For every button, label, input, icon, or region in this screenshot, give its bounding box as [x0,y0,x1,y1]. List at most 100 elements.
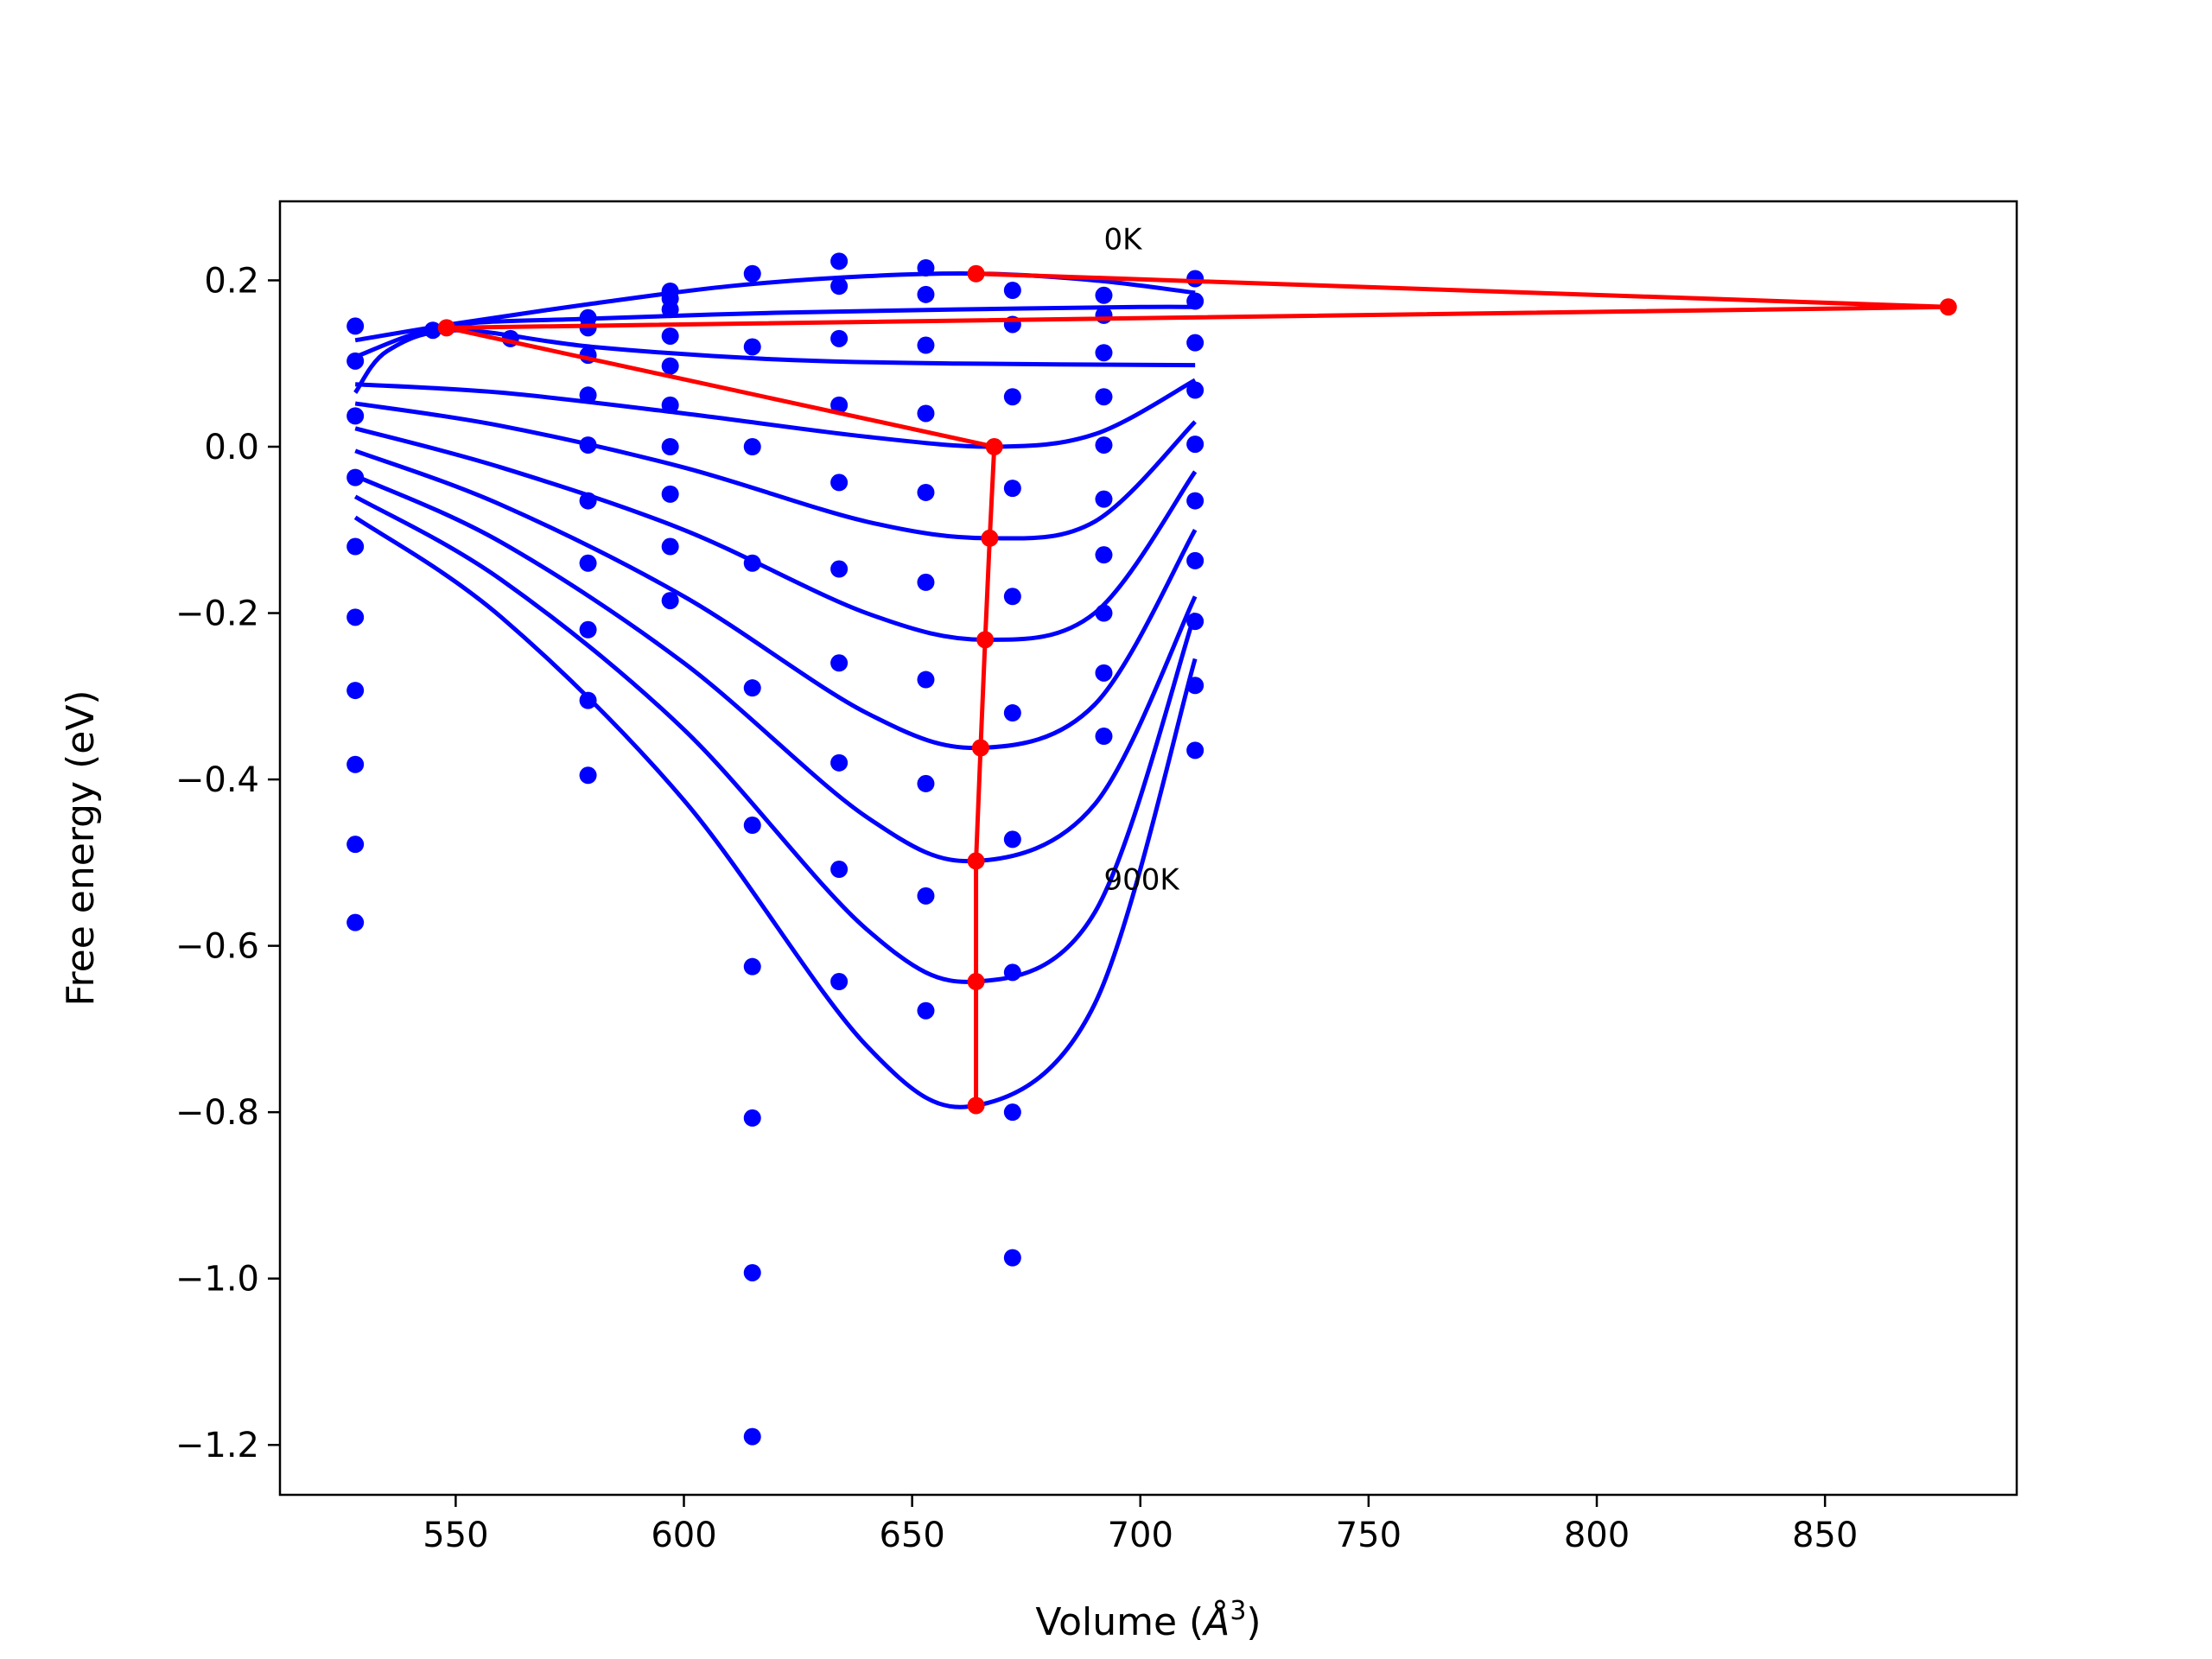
data-point-32 [743,264,761,283]
minimum-point-5 [976,631,995,649]
minimum-point-9 [967,1096,985,1115]
data-point-38 [743,957,761,976]
data-point-25 [661,327,679,345]
data-point-0 [346,317,365,335]
data-point-54 [917,336,935,354]
x-tick-label-1: 600 [651,1516,716,1555]
data-point-3 [346,468,365,486]
data-point-8 [346,836,365,854]
annotation-0: 0K [1103,222,1143,257]
y-tick-label-6: −1.0 [175,1260,259,1300]
data-point-69 [1003,963,1021,982]
data-point-49 [830,753,849,772]
data-point-36 [743,679,761,697]
data-point-87 [1186,492,1205,510]
data-point-59 [917,774,935,792]
minimum-point-4 [981,529,999,547]
x-tick-label-2: 650 [879,1516,944,1555]
data-point-4 [346,537,365,556]
x-tick-label-5: 800 [1564,1516,1630,1555]
data-point-56 [917,483,935,501]
minimum-point-6 [971,739,989,757]
data-point-40 [743,1263,761,1281]
y-tick-label-7: −1.2 [175,1426,259,1465]
y-tick-label-4: −0.6 [175,927,259,967]
data-point-18 [579,554,597,572]
y-tick-label-0: 0.2 [204,261,259,301]
data-point-42 [830,252,849,270]
data-point-44 [830,329,849,347]
x-tick-label-3: 700 [1108,1516,1173,1555]
data-point-84 [1186,334,1205,352]
y-tick-label-2: −0.2 [175,594,259,634]
data-point-28 [661,437,679,455]
data-point-34 [743,437,761,455]
data-point-37 [743,817,761,835]
data-point-72 [1095,286,1113,304]
fit-curve-7 [354,474,1198,864]
data-point-67 [1003,704,1021,722]
minimum-point-0 [967,264,985,283]
fit-curve-9 [353,515,1198,1109]
data-point-30 [661,537,679,556]
data-point-81 [1095,728,1113,746]
data-point-47 [830,560,849,578]
data-point-75 [1095,388,1113,406]
data-point-79 [1095,604,1113,622]
data-point-57 [917,573,935,591]
data-point-17 [579,492,597,510]
fit-curve-6 [354,448,1198,751]
plot-frame [278,200,2018,1497]
data-point-15 [579,386,597,404]
data-point-53 [917,285,935,303]
data-point-64 [1003,388,1021,406]
x-tick-label-6: 850 [1792,1516,1858,1555]
data-point-2 [346,407,365,425]
minimum-point-2 [437,319,455,337]
data-point-82 [1186,270,1205,288]
data-point-78 [1095,546,1113,564]
data-point-16 [579,436,597,454]
data-point-41 [743,1427,761,1446]
data-point-91 [1186,741,1205,760]
annotations: 0K 900K [1103,222,1180,897]
data-point-74 [1095,344,1113,362]
x-tick-label-0: 550 [423,1516,488,1555]
data-point-86 [1186,435,1205,454]
data-point-55 [917,404,935,423]
data-point-89 [1186,613,1205,631]
data-point-61 [917,1001,935,1020]
data-point-35 [743,554,761,572]
data-point-39 [743,1109,761,1127]
plot-area [346,252,1957,1446]
data-point-73 [1095,306,1113,324]
data-point-19 [579,620,597,639]
fit-curve-5 [354,426,1198,642]
data-point-31 [661,592,679,610]
y-axis-label: Free energy (eV) [59,690,103,1006]
y-tick-label-5: −0.8 [175,1093,259,1133]
minima-line [444,271,1951,1106]
data-point-9 [346,913,365,931]
data-point-62 [1003,282,1021,300]
x-axis-ticks: 550 600 650 700 750 800 850 [423,1495,1858,1555]
data-point-85 [1186,381,1205,399]
data-point-65 [1003,480,1021,498]
data-point-90 [1186,677,1205,695]
data-point-21 [579,766,597,785]
data-point-58 [917,671,935,689]
minimum-point-1 [1939,298,1957,316]
data-point-70 [1003,1103,1021,1122]
y-tick-label-3: −0.4 [175,760,259,800]
data-points [346,252,1205,1446]
data-point-46 [830,474,849,492]
data-point-80 [1095,664,1113,682]
annotation-1: 900K [1103,863,1180,898]
data-point-5 [346,608,365,626]
data-point-52 [917,259,935,277]
data-point-76 [1095,436,1113,454]
data-point-45 [830,396,849,414]
data-point-26 [661,357,679,375]
data-point-77 [1095,490,1113,508]
